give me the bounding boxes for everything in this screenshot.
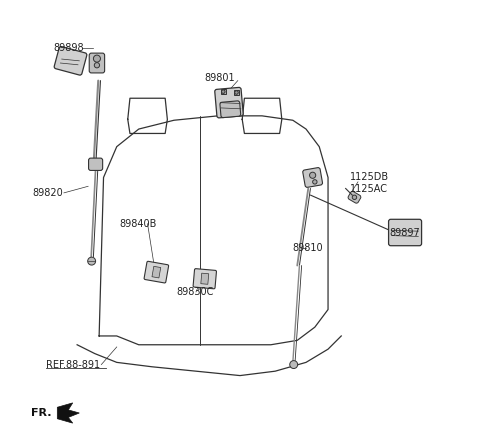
- Text: 89840B: 89840B: [119, 219, 156, 229]
- FancyBboxPatch shape: [193, 268, 216, 289]
- FancyBboxPatch shape: [89, 158, 103, 171]
- Text: REF.88-891: REF.88-891: [46, 360, 100, 369]
- Text: 89820: 89820: [32, 188, 63, 198]
- FancyBboxPatch shape: [89, 53, 105, 73]
- Circle shape: [352, 195, 357, 199]
- FancyBboxPatch shape: [389, 219, 421, 246]
- Circle shape: [94, 62, 99, 68]
- Text: 89830C: 89830C: [176, 287, 214, 297]
- Circle shape: [94, 55, 100, 62]
- FancyBboxPatch shape: [215, 87, 243, 118]
- Text: 1125AC: 1125AC: [350, 184, 388, 194]
- Circle shape: [88, 257, 96, 265]
- Circle shape: [310, 172, 316, 179]
- Bar: [234, 90, 239, 95]
- Bar: [152, 266, 161, 278]
- Text: 89810: 89810: [293, 243, 324, 253]
- FancyBboxPatch shape: [348, 191, 361, 203]
- FancyBboxPatch shape: [54, 47, 87, 75]
- Text: 89898: 89898: [53, 43, 84, 53]
- Text: 89801: 89801: [205, 74, 235, 83]
- FancyBboxPatch shape: [144, 261, 168, 283]
- Polygon shape: [57, 403, 79, 423]
- FancyBboxPatch shape: [303, 167, 323, 187]
- FancyBboxPatch shape: [220, 101, 240, 117]
- Circle shape: [221, 90, 225, 93]
- Circle shape: [312, 180, 317, 184]
- Text: 1125DB: 1125DB: [350, 172, 389, 183]
- Circle shape: [290, 361, 298, 369]
- Bar: [201, 273, 209, 284]
- Text: 89897: 89897: [390, 228, 420, 237]
- Circle shape: [235, 91, 238, 94]
- Text: FR.: FR.: [31, 408, 51, 418]
- Bar: [221, 89, 226, 94]
